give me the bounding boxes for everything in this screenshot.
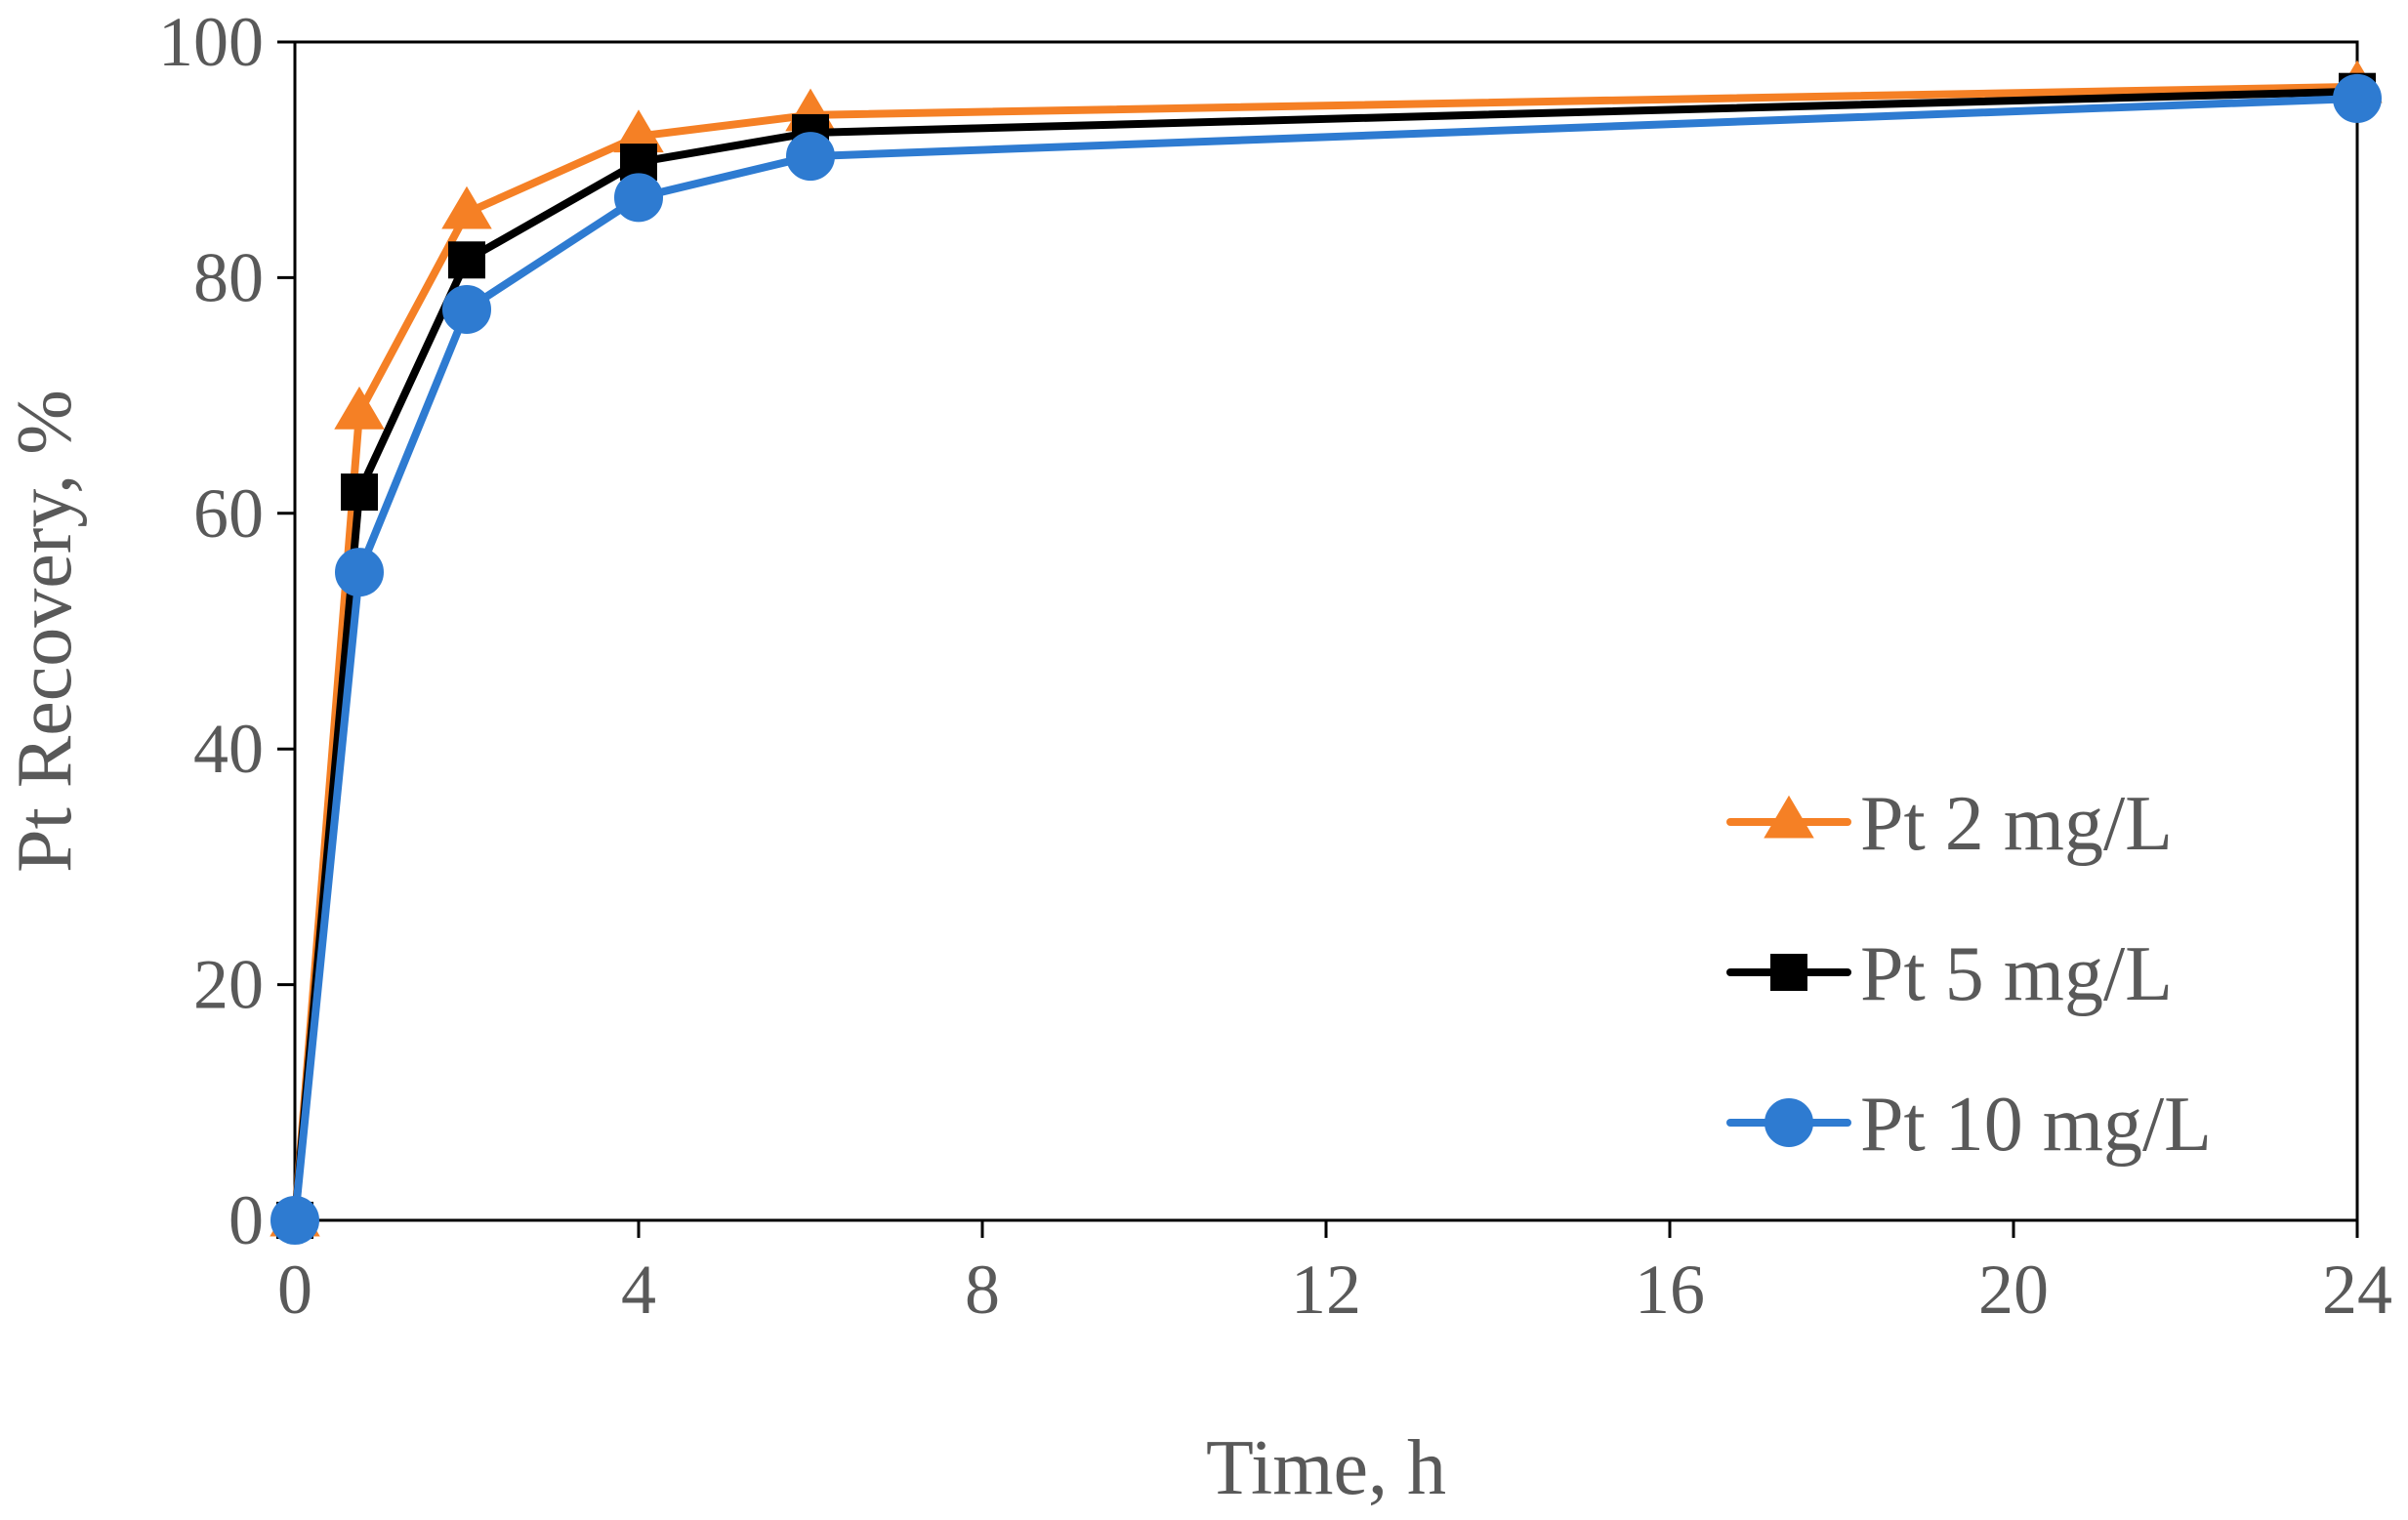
y-axis-title: Pt Recovery, % xyxy=(2,390,88,873)
x-tick-label: 8 xyxy=(965,1251,1000,1329)
legend-label: Pt 5 mg/L xyxy=(1860,931,2173,1017)
x-axis-title: Time, h xyxy=(1206,1425,1446,1511)
series-layer xyxy=(270,60,2383,1245)
legend-marker xyxy=(1764,795,1814,839)
series-line xyxy=(291,87,2361,1224)
series-3 xyxy=(270,73,2382,1245)
data-point xyxy=(2333,73,2382,123)
data-point xyxy=(448,241,485,279)
data-point xyxy=(441,185,492,229)
x-tick-label: 20 xyxy=(1978,1251,2049,1329)
y-tick-label: 100 xyxy=(158,3,264,81)
data-point xyxy=(442,284,491,334)
legend: Pt 2 mg/L Pt 5 mg/L Pt 10 mg/L xyxy=(1726,781,2212,1168)
series-line xyxy=(291,82,2361,1224)
tick-labels: 0 4 8 12 16 20 24 0 20 40 60 80 100 xyxy=(158,3,2392,1329)
y-tick-label: 60 xyxy=(193,474,264,553)
data-point xyxy=(614,173,663,223)
x-tick-label: 4 xyxy=(621,1251,656,1329)
x-tick-label: 0 xyxy=(277,1251,312,1329)
data-point xyxy=(334,386,385,430)
legend-marker xyxy=(1770,954,1807,991)
data-point xyxy=(270,1196,319,1245)
legend-entry: Pt 10 mg/L xyxy=(1726,1082,2212,1168)
x-tick-label: 12 xyxy=(1291,1251,1361,1329)
legend-entry: Pt 5 mg/L xyxy=(1726,931,2173,1017)
legend-entry: Pt 2 mg/L xyxy=(1726,781,2173,867)
legend-label: Pt 10 mg/L xyxy=(1860,1082,2212,1168)
data-point xyxy=(335,548,384,597)
series-line xyxy=(291,94,2361,1224)
x-tick-label: 16 xyxy=(1635,1251,1705,1329)
data-point xyxy=(786,132,835,182)
data-point xyxy=(341,473,378,512)
x-tick-label: 24 xyxy=(2322,1251,2392,1329)
legend-marker xyxy=(1764,1098,1813,1147)
y-tick-label: 80 xyxy=(193,238,264,316)
y-tick-label: 0 xyxy=(228,1181,264,1259)
legend-label: Pt 2 mg/L xyxy=(1860,781,2173,867)
y-tick-label: 20 xyxy=(193,946,264,1024)
y-tick-label: 40 xyxy=(193,710,264,788)
